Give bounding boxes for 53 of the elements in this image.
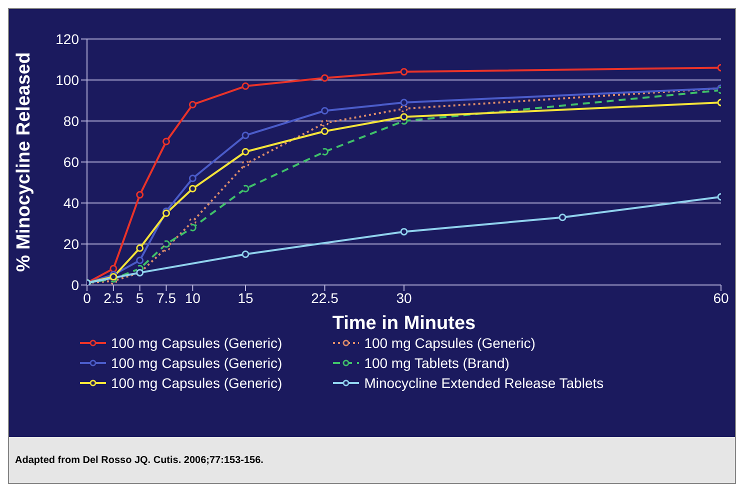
point <box>242 148 250 156</box>
point <box>558 214 566 222</box>
x-tick-label: 30 <box>396 290 412 306</box>
y-tick-label: 100 <box>56 72 80 88</box>
x-tick-label: 0 <box>83 290 92 306</box>
point <box>400 104 408 112</box>
point <box>400 98 408 106</box>
point <box>321 74 328 82</box>
point <box>136 191 144 199</box>
x-tick-label: 22.5 <box>311 290 339 306</box>
point <box>162 210 170 217</box>
point <box>136 244 144 252</box>
point <box>242 160 250 168</box>
point <box>136 256 144 264</box>
x-tick-label: 60 <box>713 290 729 306</box>
y-tick-label: 40 <box>63 194 80 211</box>
point <box>321 107 328 114</box>
point <box>188 174 196 182</box>
x-tick-label: 5 <box>136 290 144 306</box>
point <box>188 184 196 192</box>
x-tick-label: 10 <box>184 290 201 306</box>
legend-label: 100 mg Capsules (Generic) <box>364 335 536 351</box>
point <box>242 82 250 90</box>
legend-label: Minocycline Extended Release Tablets <box>364 375 604 391</box>
point <box>400 68 408 76</box>
point <box>242 132 250 140</box>
text: Adapted from Del Rosso JQ. Cutis. 2006;77:153-156. <box>15 454 264 466</box>
y-tick-label: 0 <box>71 276 80 293</box>
point <box>162 138 170 146</box>
y-tick-label: 80 <box>63 112 80 129</box>
point <box>321 119 328 127</box>
x-axis-title: Time in Minutes <box>332 313 476 334</box>
legend-label: 100 mg Capsules (Generic) <box>111 355 282 371</box>
y-tick-label: 60 <box>63 154 80 170</box>
point <box>400 228 408 236</box>
point <box>188 218 196 226</box>
point <box>321 128 328 135</box>
y-axis-title: % Minocycline Released <box>14 52 35 272</box>
point <box>242 250 250 258</box>
legend-label: 100 mg Capsules (Generic) <box>111 335 282 351</box>
legend-label: 100 mg Tablets (Brand) <box>364 355 510 371</box>
point <box>321 148 328 156</box>
x-tick-label: 2.5 <box>104 290 124 306</box>
y-tick-label: 20 <box>63 236 80 252</box>
point <box>162 240 170 248</box>
point <box>242 184 250 192</box>
x-tick-label: 15 <box>238 290 254 306</box>
point <box>188 100 196 108</box>
point <box>110 264 118 272</box>
legend-label: 100 mg Capsules (Generic) <box>111 375 282 391</box>
y-tick-label: 120 <box>56 30 80 47</box>
point <box>400 113 408 121</box>
x-tick-label: 7.5 <box>156 290 176 306</box>
